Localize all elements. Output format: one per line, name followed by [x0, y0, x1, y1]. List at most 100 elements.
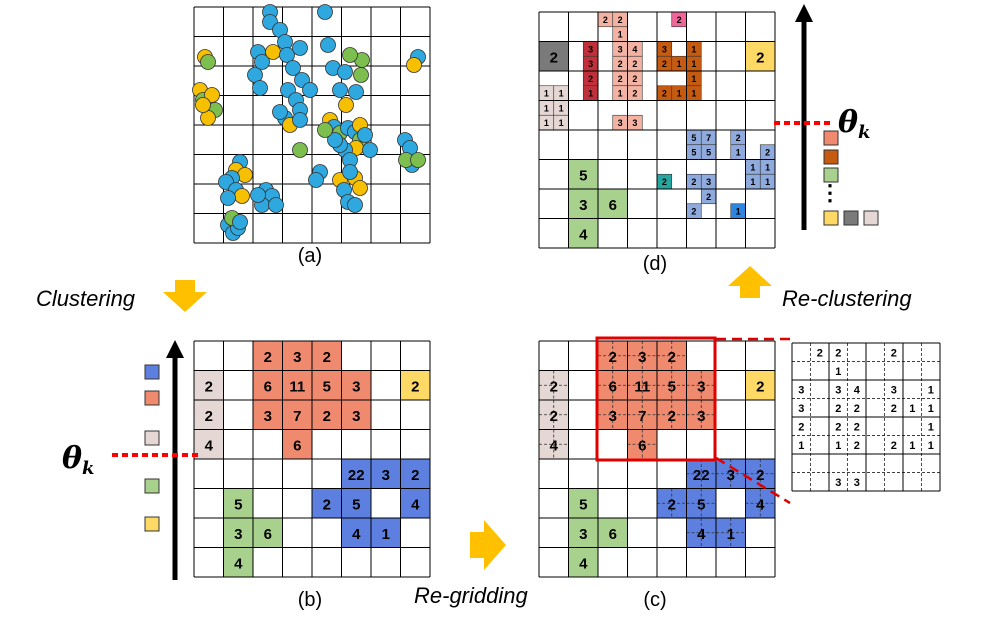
subcell-count: 1 [736, 207, 741, 217]
subcell-count: 2 [662, 89, 667, 99]
legend-swatch [144, 364, 160, 380]
data-point [320, 37, 336, 53]
cell-count: 2 [550, 378, 558, 395]
threshold-symbol-d: θk [838, 105, 871, 143]
subcell-count: 2 [632, 89, 637, 99]
cluster-cell [253, 400, 283, 430]
cluster-cell [686, 518, 716, 548]
cluster-cell [539, 370, 569, 400]
cluster-cell [657, 400, 687, 430]
subcell-count: 3 [618, 44, 623, 54]
zoom-cell-count: 3 [798, 384, 804, 396]
subcell-count: 1 [691, 44, 696, 54]
regridding-arrow-icon [470, 520, 506, 570]
cluster-cell [194, 429, 224, 459]
cluster-cell [716, 518, 746, 548]
cluster-cell [627, 400, 657, 430]
panel-c-regridded-grid: 2 3 22 6 11 5 3 22 3 7 2 34 622 3 25 2 5 43 6 4 14 [538, 340, 776, 578]
zoom-cell-count: 2 [835, 421, 841, 433]
data-point [308, 172, 324, 188]
cell-count: 3 [352, 378, 360, 395]
threshold-scale-d: ⋮ θk [774, 4, 879, 230]
cell-count: 2 [323, 496, 331, 513]
zoom-cell-count: 1 [798, 440, 804, 452]
zoom-cell-count: 2 [835, 347, 841, 359]
subcell-count: 2 [706, 192, 711, 202]
cell-count: 2 [668, 496, 676, 513]
legend-swatch [823, 130, 839, 146]
cluster-cell [568, 159, 598, 189]
subcell-count: 2 [691, 207, 696, 217]
cell-count: 22 [693, 467, 710, 484]
cell-count: 22 [348, 467, 365, 484]
panel-a-points [192, 4, 426, 241]
subcell-count: 1 [588, 89, 593, 99]
cluster-cell [657, 488, 687, 518]
legend-swatch [863, 210, 879, 226]
data-point [200, 54, 216, 70]
cluster-cell [312, 488, 342, 518]
cell-count: 3 [293, 349, 301, 366]
cluster-cell [686, 488, 716, 518]
data-point [362, 142, 378, 158]
cell-count: 2 [550, 49, 558, 66]
cell-count: 6 [638, 437, 646, 454]
subcell-count: 1 [544, 103, 549, 113]
cell-count: 3 [579, 197, 587, 214]
cell-count: 6 [609, 197, 617, 214]
cell-count: 2 [756, 49, 764, 66]
cluster-cell [627, 341, 657, 371]
cluster-cell [657, 370, 687, 400]
subcell-count: 2 [618, 59, 623, 69]
cell-count: 2 [205, 378, 213, 395]
panel-a-scatter-grid [192, 4, 431, 244]
threshold-symbol-b: θk [62, 441, 95, 479]
cell-count: 2 [609, 349, 617, 366]
cell-count: 3 [352, 408, 360, 425]
cluster-cell [312, 370, 342, 400]
threshold-scale-b: θk [62, 340, 198, 580]
cell-count: 5 [579, 167, 587, 184]
legend-swatch [823, 149, 839, 165]
data-point [234, 188, 250, 204]
cell-count: 2 [323, 408, 331, 425]
cluster-cell [745, 41, 775, 71]
cluster-cell [598, 400, 628, 430]
cluster-cell [282, 341, 312, 371]
subcell-count: 2 [662, 59, 667, 69]
cluster-cell [194, 370, 224, 400]
subcell-count: 2 [632, 59, 637, 69]
cell-count: 3 [264, 408, 272, 425]
data-point [292, 40, 308, 56]
subcell-count: 2 [765, 148, 770, 158]
subcell-count: 3 [618, 118, 623, 128]
cell-count: 4 [579, 555, 588, 572]
cluster-cell [223, 488, 253, 518]
subcell-count: 3 [588, 44, 593, 54]
cluster-cell [627, 370, 657, 400]
data-point [337, 64, 353, 80]
regridding-label: Re-gridding [414, 583, 528, 608]
cell-count: 2 [411, 467, 419, 484]
subcell-count: 1 [677, 89, 682, 99]
data-point [342, 47, 358, 63]
cluster-cell [598, 341, 628, 371]
cluster-cell [341, 518, 371, 548]
subcell-count: 1 [618, 30, 623, 40]
subcell-count: 5 [706, 148, 711, 158]
cell-count: 4 [352, 526, 361, 543]
cluster-cell [282, 400, 312, 430]
cell-count: 5 [234, 496, 242, 513]
panel-c-label: (c) [643, 589, 666, 611]
cluster-cell [253, 341, 283, 371]
clustering-arrow-icon [163, 280, 207, 312]
data-point [195, 97, 211, 113]
cluster-cell [568, 488, 598, 518]
cluster-cell [539, 429, 569, 459]
cell-count: 4 [756, 496, 765, 513]
zoom-cell-count: 2 [817, 347, 823, 359]
subcell-count: 1 [750, 162, 755, 172]
cluster-cell [282, 370, 312, 400]
zoom-cell-count: 2 [854, 440, 860, 452]
cluster-cell [686, 459, 716, 489]
